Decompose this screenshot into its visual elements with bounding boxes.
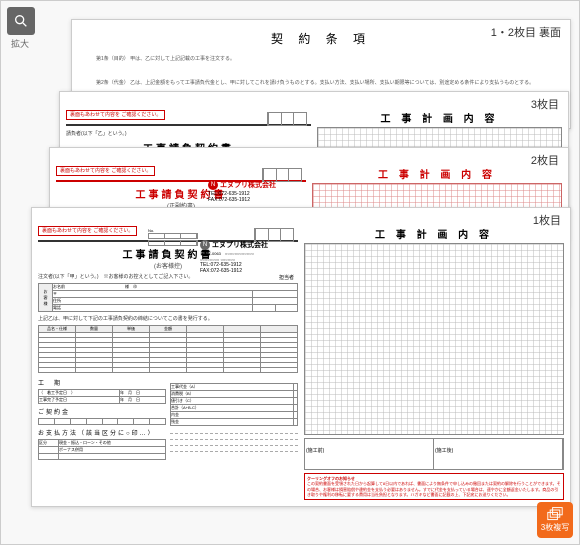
photo-area: (施工前) (施工後) [304,438,564,470]
kiki-table: （ 着工予定日 ）年 月 日 工事完了予定日年 月 日 [38,389,166,404]
plan-title-3: 工 事 計 画 内 容 [317,110,562,125]
stamp-cells [267,112,307,126]
cooling-off-note: クーリングオフのお知らせ この契約書面を受領された日から起算して8日以内であれば… [304,473,564,500]
kiki-label: 工 期 [38,378,166,387]
sheet-label-1: 1枚目 [530,212,564,228]
otsu-label: 請負者(以下「乙」という。) [66,130,311,137]
breakdown-table: 工事代金（A） 消費税（B） 値引き（C） 合計（A+B-C） 内金 残金 [170,383,298,426]
red-note-1: 裏面もあわせて内容を ご確認ください。 [38,226,137,236]
pay-table: 区分現金・振込・ローン・その他 ボーナス併用 [38,439,166,460]
customer-table: お客様お名前 様 ㊞ 〒 住所 電話 [38,283,298,312]
number-box: No. [148,228,198,247]
pay-label: お支払方法（該当区分に○印…） [38,428,166,437]
copies-badge[interactable]: 3枚複写 [537,502,573,538]
price-table [38,418,166,425]
plan-title-2: 工 事 計 画 内 容 [312,166,562,181]
copies-icon [547,507,563,521]
sheet-1: 1枚目 裏面もあわせて内容を ご確認ください。 No. Nエヌプリ株式会社 〒5… [31,207,571,507]
sheet-label-3: 3枚目 [528,96,562,112]
sheet-label-2: 2枚目 [528,152,562,168]
logo-block-1: Nエヌプリ株式会社 〒567-0063 ○○○○○○○○○○○○ ○○○○○○○… [200,240,294,281]
magnify-icon [13,13,29,29]
contract-terms-body1: 第1条（目的） 甲は、乙に対して上記記載の工事を注文する。 [72,47,570,71]
badge-text: 3枚複写 [541,522,569,533]
sheet-label-back: 1・2枚目 裏面 [488,24,564,40]
zoom-button[interactable] [7,7,35,35]
zoom-label: 拡大 [11,37,29,50]
plan-title-1: 工 事 計 画 内 容 [304,226,564,241]
red-note-2: 裏面もあわせて内容を ご確認ください。 [56,166,155,176]
logo-block-2: Nエヌプリ株式会社 TEL:072-635-1912 FAX:072-635-1… [208,180,302,203]
statement: 上記乙は、甲に対して下記の工事請負契約の締結についてこの書を発行する。 [38,315,298,322]
red-note-3: 裏面もあわせて内容を ご確認ください。 [66,110,165,120]
price-label: ご契約金 [38,407,166,416]
plan-grid-1 [304,243,564,435]
item-table: 品名・仕様数量単価金額 [38,325,298,373]
